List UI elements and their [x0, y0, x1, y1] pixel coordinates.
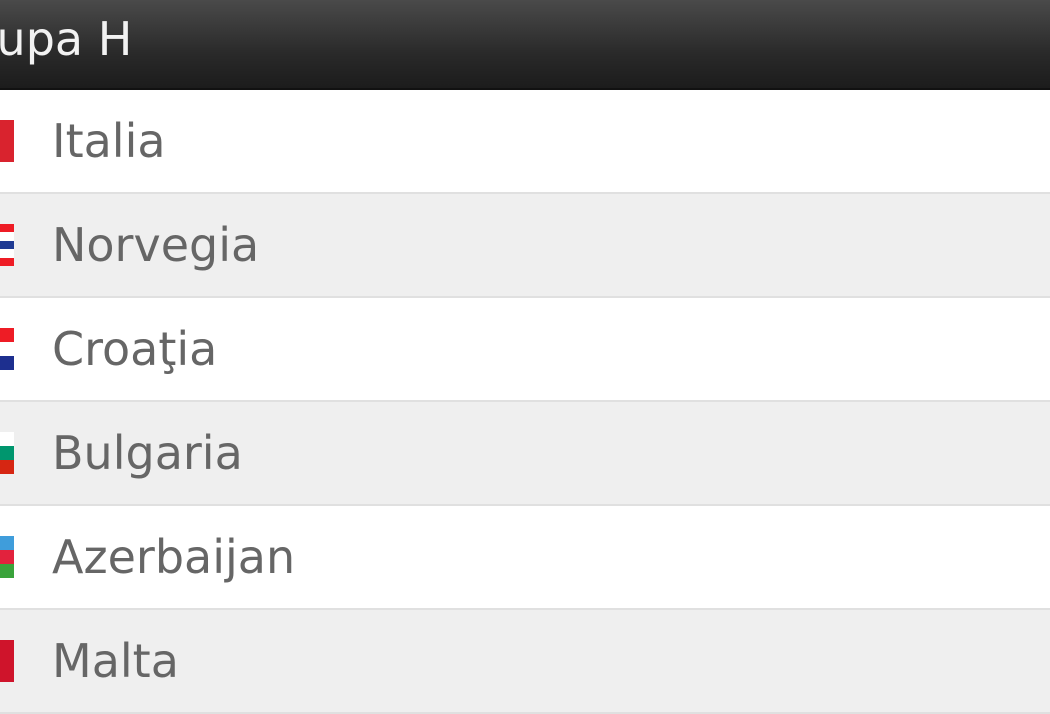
team-name[interactable]: Bulgaria [52, 426, 243, 480]
table-row[interactable]: Norvegia [0, 194, 1050, 298]
italy-flag-icon [0, 120, 14, 162]
team-name[interactable]: Italia [52, 114, 166, 168]
azerbaijan-flag-icon [0, 536, 14, 578]
table-row[interactable]: Croaţia [0, 298, 1050, 402]
table-row[interactable]: Malta [0, 610, 1050, 714]
malta-flag-icon [0, 640, 14, 682]
team-name[interactable]: Norvegia [52, 218, 260, 272]
group-header: Grupa H [0, 0, 1050, 90]
team-name[interactable]: Croaţia [52, 322, 218, 376]
team-name[interactable]: Malta [52, 634, 179, 688]
bulgaria-flag-icon [0, 432, 14, 474]
table-row[interactable]: Bulgaria [0, 402, 1050, 506]
group-title: Grupa H [0, 12, 133, 66]
croatia-flag-icon [0, 328, 14, 370]
team-name[interactable]: Azerbaijan [52, 530, 296, 584]
table-row[interactable]: Italia [0, 90, 1050, 194]
norway-flag-icon [0, 224, 14, 267]
table-row[interactable]: Azerbaijan [0, 506, 1050, 610]
